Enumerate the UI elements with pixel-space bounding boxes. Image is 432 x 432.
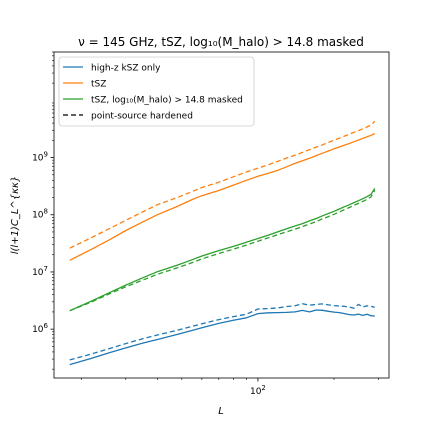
x-axis-label: L bbox=[218, 406, 224, 417]
y-axis-label: l(l+1)C_L^{κκ} bbox=[10, 176, 21, 255]
series-line-1 bbox=[69, 309, 375, 366]
chart-title: ν = 145 GHz, tSZ, log₁₀(M_halo) > 14.8 m… bbox=[78, 35, 364, 49]
legend-label: high-z kSZ only bbox=[91, 64, 161, 74]
legend-entries: high-z kSZ only tSZ tSZ, log₁₀(M_halo) > 1… bbox=[63, 64, 243, 122]
series-layer bbox=[69, 120, 376, 366]
legend-label: tSZ bbox=[91, 80, 106, 90]
series-line-3 bbox=[69, 133, 376, 261]
series-line-2 bbox=[69, 303, 375, 361]
legend: high-z kSZ only tSZ tSZ, log₁₀(M_halo) > 1… bbox=[58, 56, 255, 127]
series-line-5 bbox=[69, 187, 376, 312]
y-tick-label: 108 bbox=[32, 208, 48, 221]
minor-ticks bbox=[52, 51, 379, 380]
x-tick-label: 102 bbox=[250, 384, 266, 397]
y-tick-label: 109 bbox=[32, 151, 48, 164]
series-line-6 bbox=[69, 189, 376, 312]
legend-label: point-source hardened bbox=[91, 112, 193, 122]
plot-area: 102 106 107 108 109 bbox=[32, 51, 390, 397]
y-tick-label: 106 bbox=[32, 322, 48, 335]
series-line-4 bbox=[69, 120, 376, 249]
legend-label: tSZ, log₁₀(M_halo) > 14.8 masked bbox=[91, 96, 243, 106]
legend-box bbox=[58, 56, 255, 127]
y-tick-label: 107 bbox=[32, 265, 48, 278]
major-ticks: 102 106 107 108 109 bbox=[32, 151, 266, 397]
